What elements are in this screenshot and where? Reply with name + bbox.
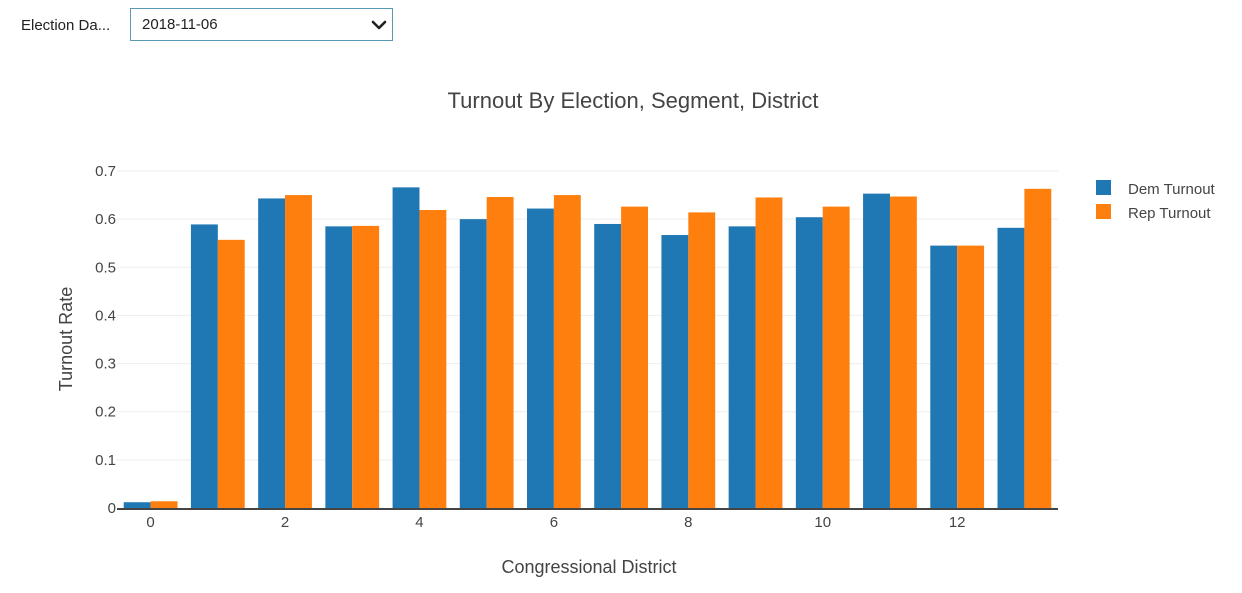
y-tick-label: 0.6: [95, 211, 116, 228]
rep-turnout-bar-district-5[interactable]: [486, 196, 514, 509]
election-date-selected-value: 2018-11-06: [142, 16, 218, 33]
rep-turnout-bar-district-9[interactable]: [755, 197, 783, 508]
dem-turnout-bar-district-9[interactable]: [728, 226, 756, 508]
x-tick-label: 0: [146, 514, 154, 531]
x-axis-title: Congressional District: [501, 557, 676, 577]
legend: Dem Turnout Rep Turnout: [1096, 180, 1216, 222]
rep-turnout-bar-district-4[interactable]: [419, 209, 447, 508]
chevron-down-icon: [371, 20, 387, 29]
x-axis-ticks: 0 2 4 6 8 10 12: [146, 514, 965, 531]
legend-label-dem[interactable]: Dem Turnout: [1128, 181, 1216, 198]
dem-turnout-bar-district-12[interactable]: [930, 245, 958, 508]
y-tick-label: 0.4: [95, 307, 116, 324]
y-tick-label: 0.3: [95, 356, 116, 373]
y-axis-title: Turnout Rate: [56, 287, 76, 391]
rep-turnout-bar-district-13[interactable]: [1024, 188, 1052, 508]
dem-turnout-bar-district-1[interactable]: [190, 224, 218, 508]
x-tick-label: 10: [814, 514, 831, 531]
dem-turnout-bar-district-7[interactable]: [594, 223, 622, 508]
x-tick-label: 12: [949, 514, 966, 531]
x-tick-label: 4: [415, 514, 423, 531]
rep-turnout-bar-district-12[interactable]: [957, 245, 985, 508]
y-tick-label: 0.2: [95, 404, 116, 421]
rep-turnout-bar-district-8[interactable]: [688, 212, 716, 508]
dem-turnout-bar-district-0[interactable]: [123, 502, 151, 508]
dem-turnout-bar-district-8[interactable]: [661, 235, 689, 508]
rep-turnout-bar-district-6[interactable]: [553, 195, 581, 509]
legend-swatch-dem[interactable]: [1096, 180, 1111, 195]
dem-turnout-bar-district-5[interactable]: [459, 219, 487, 508]
dem-turnout-bar-district-4[interactable]: [392, 187, 420, 508]
chart-title: Turnout By Election, Segment, District: [448, 88, 819, 113]
rep-turnout-bar-district-2[interactable]: [285, 195, 312, 509]
rep-turnout-bar-district-7[interactable]: [621, 206, 648, 508]
legend-swatch-rep[interactable]: [1096, 204, 1111, 219]
y-tick-label: 0.1: [95, 452, 116, 469]
rep-turnout-bar-district-0[interactable]: [150, 501, 178, 508]
y-tick-label: 0: [108, 500, 116, 517]
dem-turnout-bar-district-10[interactable]: [795, 217, 823, 508]
legend-label-rep[interactable]: Rep Turnout: [1128, 205, 1211, 222]
election-date-dropdown[interactable]: 2018-11-06: [130, 8, 393, 41]
y-tick-label: 0.5: [95, 259, 116, 276]
bar-series: [123, 187, 1052, 509]
y-tick-label: 0.7: [95, 163, 116, 180]
x-tick-label: 6: [550, 514, 558, 531]
rep-turnout-bar-district-11[interactable]: [889, 196, 917, 508]
x-tick-label: 2: [281, 514, 289, 531]
dem-turnout-bar-district-6[interactable]: [527, 208, 554, 508]
dem-turnout-bar-district-3[interactable]: [325, 226, 353, 508]
y-axis-ticks: 0 0.1 0.2 0.3 0.4 0.5 0.6 0.7: [95, 163, 116, 517]
rep-turnout-bar-district-1[interactable]: [217, 239, 245, 508]
dem-turnout-bar-district-2[interactable]: [258, 198, 286, 509]
rep-turnout-bar-district-3[interactable]: [352, 225, 380, 508]
x-tick-label: 8: [684, 514, 692, 531]
rep-turnout-bar-district-10[interactable]: [822, 206, 850, 508]
dem-turnout-bar-district-11[interactable]: [863, 193, 890, 508]
dem-turnout-bar-district-13[interactable]: [997, 227, 1025, 508]
